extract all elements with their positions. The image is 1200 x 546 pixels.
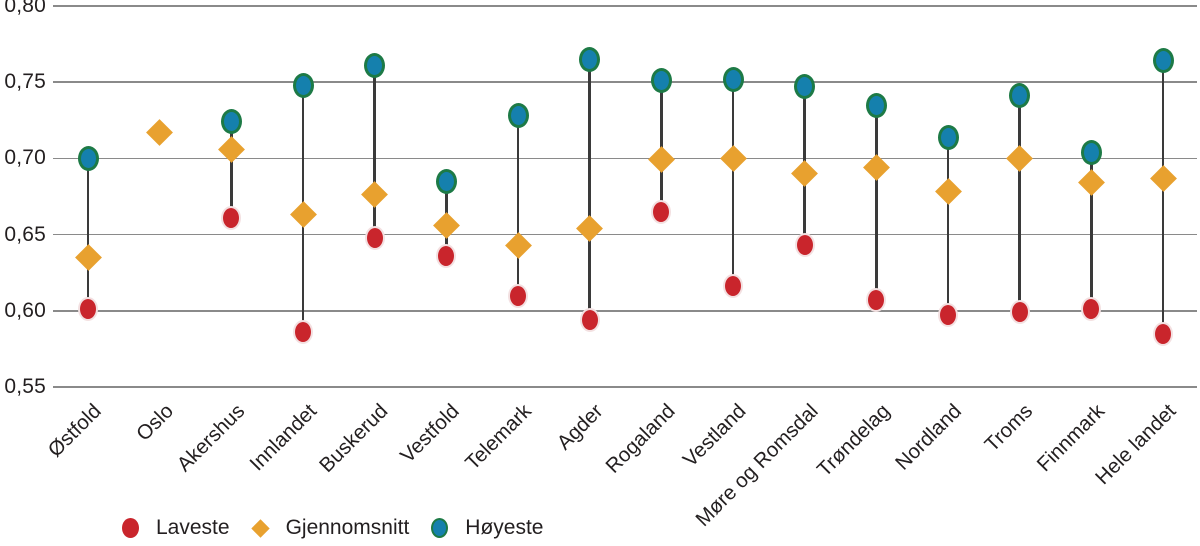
gridline bbox=[53, 81, 1197, 83]
range-stem bbox=[1090, 152, 1093, 310]
category-label: Telemark bbox=[460, 399, 536, 475]
marker-laveste bbox=[1081, 297, 1102, 322]
marker-gjennomsnitt bbox=[146, 119, 174, 146]
category-label: Østfold bbox=[43, 399, 106, 462]
marker-laveste bbox=[293, 320, 313, 345]
marker-gjennomsnitt bbox=[74, 244, 102, 271]
marker-hoyeste bbox=[1152, 48, 1174, 74]
legend-item-hoyeste: Høyeste bbox=[431, 516, 543, 540]
marker-laveste bbox=[579, 307, 600, 332]
marker-hoyeste bbox=[650, 68, 672, 94]
marker-hoyeste bbox=[579, 46, 601, 72]
y-tick-label: 0,75 bbox=[4, 70, 46, 94]
category-label: Vestland bbox=[678, 399, 751, 472]
y-tick-label: 0,80 bbox=[4, 0, 46, 17]
gridline bbox=[53, 5, 1197, 7]
marker-laveste bbox=[938, 303, 959, 328]
marker-gjennomsnitt bbox=[719, 144, 747, 172]
category-label: Buskerud bbox=[314, 399, 393, 478]
gridline bbox=[53, 310, 1197, 312]
category-label: Innlandet bbox=[244, 399, 321, 476]
marker-gjennomsnitt bbox=[647, 146, 675, 174]
marker-hoyeste bbox=[364, 52, 386, 78]
marker-hoyeste bbox=[292, 72, 314, 98]
legend-item-laveste: Laveste bbox=[122, 516, 230, 540]
marker-hoyeste bbox=[865, 92, 887, 118]
range-stem bbox=[373, 65, 376, 238]
range-stem bbox=[660, 80, 663, 212]
marker-laveste bbox=[221, 205, 242, 230]
marker-hoyeste bbox=[220, 109, 242, 135]
marker-gjennomsnitt bbox=[791, 160, 819, 188]
range-stem bbox=[1018, 95, 1021, 313]
laveste-circle-icon bbox=[122, 518, 139, 538]
marker-laveste bbox=[866, 288, 887, 313]
marker-laveste bbox=[794, 233, 815, 258]
range-stem bbox=[588, 59, 591, 320]
category-label: Møre og Romsdal bbox=[691, 399, 823, 531]
marker-gjennomsnitt bbox=[576, 215, 604, 242]
marker-hoyeste bbox=[77, 145, 99, 171]
gridline bbox=[53, 386, 1197, 388]
marker-hoyeste bbox=[435, 168, 457, 194]
marker-laveste bbox=[78, 297, 98, 322]
legend-label-laveste: Laveste bbox=[156, 516, 230, 539]
marker-hoyeste bbox=[794, 74, 816, 100]
category-label: Vestfold bbox=[396, 399, 465, 468]
range-stem bbox=[516, 115, 520, 296]
marker-gjennomsnitt bbox=[1006, 144, 1034, 172]
category-label: Oslo bbox=[131, 399, 178, 446]
marker-hoyeste bbox=[1009, 83, 1031, 109]
category-label: Agder bbox=[552, 399, 608, 455]
marker-laveste bbox=[1153, 321, 1174, 346]
marker-gjennomsnitt bbox=[289, 201, 317, 229]
marker-laveste bbox=[436, 243, 457, 268]
category-label: Rogaland bbox=[600, 399, 680, 478]
hoyeste-circle-icon bbox=[431, 518, 449, 538]
marker-laveste bbox=[723, 274, 744, 299]
gridline bbox=[53, 233, 1197, 236]
y-tick-label: 0,65 bbox=[4, 222, 46, 246]
marker-hoyeste bbox=[722, 66, 744, 92]
category-label: Trøndelag bbox=[812, 399, 895, 482]
marker-gjennomsnitt bbox=[1149, 164, 1177, 192]
range-stem bbox=[1161, 60, 1165, 334]
marker-laveste bbox=[1009, 300, 1030, 325]
legend-label-hoyeste: Høyeste bbox=[465, 516, 544, 539]
gjennomsnitt-diamond-icon bbox=[250, 518, 270, 538]
marker-laveste bbox=[508, 283, 529, 308]
legend-item-gjennomsnitt: Gjennomsnitt bbox=[250, 516, 410, 540]
range-stem bbox=[86, 158, 90, 310]
legend-label-gjennomsnitt: Gjennomsnitt bbox=[285, 516, 410, 539]
range-stem bbox=[875, 105, 878, 301]
marker-gjennomsnitt bbox=[504, 231, 532, 259]
category-label: Akershus bbox=[172, 399, 250, 477]
range-stem bbox=[946, 137, 950, 316]
marker-gjennomsnitt bbox=[361, 181, 389, 209]
marker-hoyeste bbox=[1080, 139, 1102, 165]
marker-laveste bbox=[364, 225, 385, 250]
marker-gjennomsnitt bbox=[934, 178, 962, 206]
y-tick-label: 0,60 bbox=[4, 298, 46, 322]
category-label: Troms bbox=[980, 399, 1038, 457]
y-tick-label: 0,70 bbox=[4, 146, 46, 170]
legend: Laveste Gjennomsnitt Høyeste bbox=[122, 516, 543, 540]
y-tick-label: 0,55 bbox=[4, 375, 46, 398]
marker-gjennomsnitt bbox=[1077, 169, 1105, 197]
range-stem bbox=[230, 121, 233, 218]
range-stem bbox=[731, 79, 735, 287]
marker-hoyeste bbox=[937, 124, 959, 150]
gridline bbox=[53, 157, 1197, 160]
category-label: Nordland bbox=[890, 399, 966, 475]
marker-hoyeste bbox=[507, 103, 529, 129]
marker-laveste bbox=[651, 199, 672, 224]
